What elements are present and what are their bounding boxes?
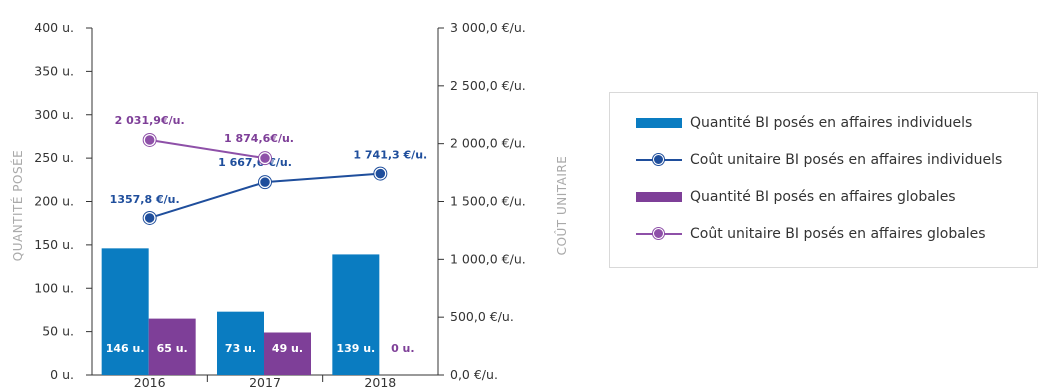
legend-swatch-qty-global [636,186,682,208]
y-tick-label-left: 50 u. [42,324,74,339]
legend-item-qty-global: Quantité BI posés en affaires globales [636,186,956,208]
bar [217,311,264,375]
bar-data-label: 73 u. [225,342,256,355]
legend-label: Quantité BI posés en affaires individuel… [690,115,973,131]
legend-label: Coût unitaire BI posés en affaires indiv… [690,152,1003,168]
bar-data-label: 146 u. [106,342,145,355]
bar [332,254,380,375]
bar-data-label: 139 u. [336,342,375,355]
y-tick-label-left: 150 u. [34,237,74,252]
data-point-ring [142,132,157,147]
bar-data-label: 65 u. [157,342,188,355]
data-point-ring [258,175,272,190]
y-tick-label-left: 350 u. [34,63,74,78]
y-tick-label-right: 1 000,0 €/u. [450,251,526,266]
y-axis-title-left: QUANTITÉ POSÉE [10,150,25,261]
chart-legend: Quantité BI posés en affaires individuel… [609,92,1038,268]
data-point-ring [142,210,157,225]
data-point [143,211,156,225]
y-tick-label-right: 0,0 €/u. [450,367,498,382]
line-data-label: 1357,8 €/u. [110,193,180,206]
legend-label: Coût unitaire BI posés en affaires globa… [690,226,986,242]
legend-swatch-qty-individual [636,112,682,134]
data-point [374,167,387,180]
y-tick-label-right: 1 500,0 €/u. [450,194,526,209]
bar-data-label: 49 u. [272,342,303,355]
y-tick-label-right: 2 000,0 €/u. [450,136,526,151]
line-data-label: 1 741,3 €/u. [353,149,427,162]
legend-item-cost-individual: Coût unitaire BI posés en affaires indiv… [636,149,1002,171]
y-tick-label-right: 500,0 €/u. [450,309,514,324]
y-tick-label-right: 2 500,0 €/u. [450,78,526,93]
y-tick-label-left: 100 u. [34,280,74,295]
data-point [258,175,272,189]
bar [148,318,196,375]
x-tick-label: 2017 [249,375,281,387]
legend-item-cost-global: Coût unitaire BI posés en affaires globa… [636,223,986,245]
y-axis-title-right: COÛT UNITAIRE [554,156,569,256]
legend-item-qty-individual: Quantité BI posés en affaires individuel… [636,112,972,134]
line-data-label: 1 667,6 €/u. [218,156,292,169]
data-point [258,151,272,165]
legend-swatch-cost-global [636,223,682,245]
x-tick-label: 2018 [364,375,396,387]
bar [101,248,149,375]
bar [264,332,311,375]
data-point-ring [373,166,388,181]
x-tick-label: 2016 [134,375,166,387]
data-point [143,133,156,147]
bar-data-label: 0 u. [391,342,415,355]
y-tick-label-left: 0 u. [50,367,74,382]
y-tick-label-left: 300 u. [34,107,74,122]
line-data-label: 1 874,6€/u. [224,132,294,145]
y-tick-label-left: 200 u. [34,194,74,209]
series-line [149,138,266,160]
y-tick-label-right: 3 000,0 €/u. [450,20,526,35]
data-point-ring [258,151,272,166]
legend-swatch-cost-individual [636,149,682,171]
legend-label: Quantité BI posés en affaires globales [690,189,956,205]
line-data-label: 2 031,9€/u. [115,114,185,127]
y-tick-label-left: 400 u. [34,20,74,35]
y-tick-label-left: 250 u. [34,150,74,165]
